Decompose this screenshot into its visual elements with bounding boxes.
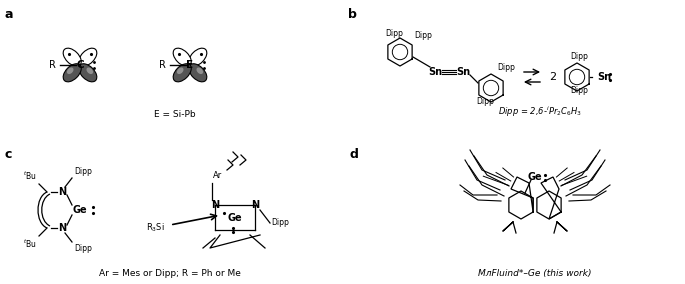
Text: Dipp: Dipp [497, 63, 515, 72]
Ellipse shape [189, 48, 207, 66]
Text: Dipp: Dipp [414, 31, 432, 40]
Text: Sn: Sn [428, 67, 442, 77]
Text: Sn: Sn [456, 67, 470, 77]
Text: c: c [5, 148, 12, 161]
Text: Ge: Ge [227, 213, 242, 223]
Text: Dipp: Dipp [570, 52, 588, 61]
Ellipse shape [63, 64, 82, 82]
Text: MᴫFluind*–Ge (this work): MᴫFluind*–Ge (this work) [478, 269, 592, 278]
Text: $^t$Bu: $^t$Bu [23, 170, 37, 182]
Text: Ar: Ar [213, 171, 222, 180]
Text: Dipp: Dipp [74, 167, 92, 176]
Ellipse shape [79, 48, 97, 66]
Text: E = Si-Pb: E = Si-Pb [154, 110, 196, 119]
Text: Ar = Mes or Dipp; R = Ph or Me: Ar = Mes or Dipp; R = Ph or Me [99, 269, 241, 278]
Text: Sn: Sn [597, 72, 611, 82]
Text: N: N [211, 200, 219, 210]
Text: E: E [186, 60, 194, 70]
Ellipse shape [67, 68, 73, 74]
Text: d: d [350, 148, 359, 161]
Text: C: C [76, 60, 84, 70]
Text: $^t$Bu: $^t$Bu [23, 238, 37, 250]
Text: N: N [58, 187, 66, 197]
Ellipse shape [189, 64, 207, 82]
Text: Ge: Ge [73, 205, 87, 215]
Ellipse shape [63, 48, 82, 66]
Text: Dipp: Dipp [570, 86, 588, 95]
Ellipse shape [173, 64, 191, 82]
Ellipse shape [79, 64, 97, 82]
Ellipse shape [173, 48, 191, 66]
Text: N: N [58, 223, 66, 233]
Text: R: R [160, 60, 166, 70]
Text: Ge: Ge [527, 172, 543, 182]
Text: Dipp: Dipp [476, 97, 494, 106]
Text: a: a [5, 8, 14, 21]
Text: 2: 2 [549, 72, 556, 82]
Text: R: R [49, 60, 56, 70]
Text: b: b [348, 8, 357, 21]
Ellipse shape [86, 68, 93, 74]
Text: Dipp: Dipp [74, 244, 92, 253]
Text: Dipp: Dipp [385, 29, 403, 38]
Ellipse shape [177, 68, 184, 74]
Text: N: N [251, 200, 259, 210]
Text: Dipp = 2,6-$^i$Pr$_2$C$_6$H$_3$: Dipp = 2,6-$^i$Pr$_2$C$_6$H$_3$ [498, 105, 582, 119]
Text: Dipp: Dipp [271, 218, 289, 227]
Ellipse shape [197, 68, 203, 74]
Text: R$_3$Si: R$_3$Si [147, 222, 165, 234]
